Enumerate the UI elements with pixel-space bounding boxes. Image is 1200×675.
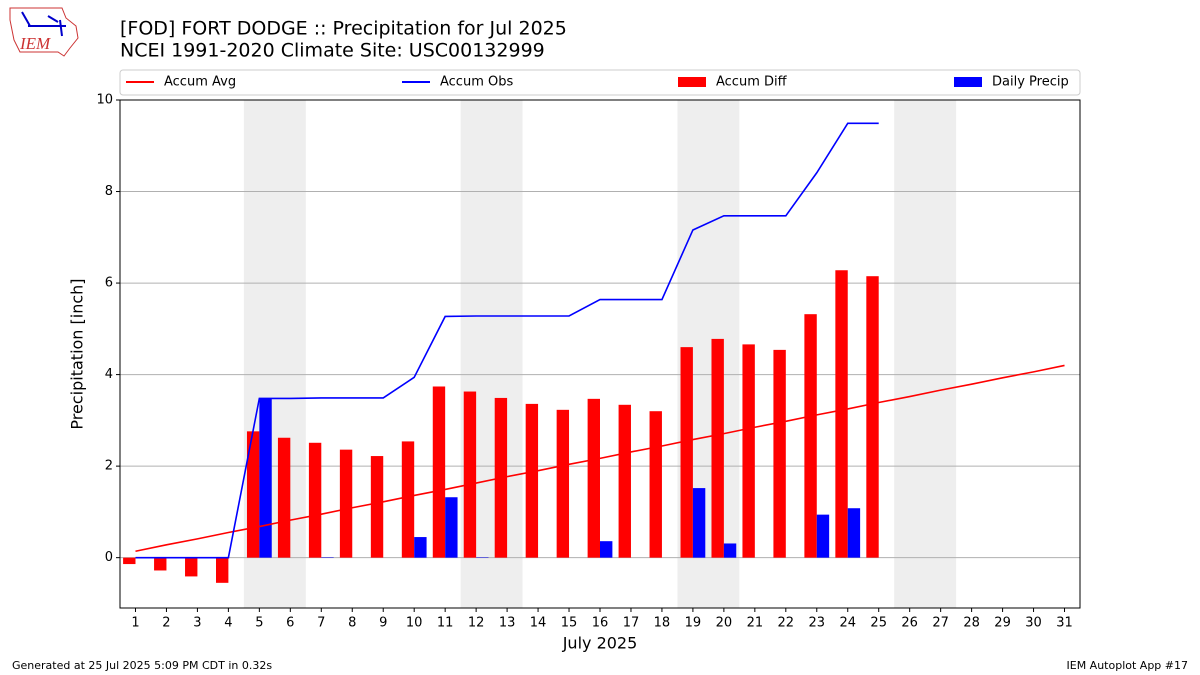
y-tick-label: 0 (105, 550, 113, 565)
bar (432, 386, 446, 558)
bar (308, 442, 322, 558)
x-tick-label: 12 (468, 616, 485, 631)
x-tick-label: 17 (623, 616, 640, 631)
bar (835, 270, 848, 558)
bar (259, 398, 272, 558)
x-tick-label: 4 (224, 616, 232, 631)
x-axis-label: July 2025 (562, 634, 638, 653)
bar (600, 541, 613, 558)
x-tick-label: 1 (131, 616, 139, 631)
x-tick-label: 31 (1056, 616, 1073, 631)
legend-label: Accum Diff (716, 75, 788, 90)
bar (649, 411, 662, 558)
bar (556, 409, 570, 558)
bar (692, 488, 706, 558)
bar (277, 437, 291, 558)
bar (525, 403, 539, 558)
x-tick-label: 26 (901, 616, 918, 631)
x-tick-label: 15 (561, 616, 578, 631)
chart-subtitle: NCEI 1991-2020 Climate Site: USC00132999 (120, 40, 545, 62)
bar (618, 404, 631, 558)
bar (401, 441, 415, 558)
x-tick-label: 16 (592, 616, 609, 631)
bar (742, 344, 755, 558)
x-tick-label: 29 (994, 616, 1011, 631)
x-tick-label: 2 (162, 616, 170, 631)
bar (185, 557, 198, 577)
bar (587, 398, 600, 558)
x-tick-label: 8 (348, 616, 356, 631)
x-tick-label: 30 (1025, 616, 1042, 631)
bar (414, 537, 427, 558)
bar (804, 314, 817, 558)
chart-title: [FOD] FORT DODGE :: Precipitation for Ju… (120, 18, 567, 40)
x-tick-label: 9 (379, 616, 387, 631)
y-tick-label: 6 (105, 276, 113, 291)
bar (123, 557, 136, 565)
footer-left: Generated at 25 Jul 2025 5:09 PM CDT in … (12, 659, 272, 672)
x-tick-label: 11 (437, 616, 454, 631)
bar (866, 276, 879, 558)
bar (723, 543, 737, 558)
x-tick-label: 20 (716, 616, 733, 631)
x-tick-label: 24 (839, 616, 856, 631)
x-tick-label: 28 (963, 616, 980, 631)
x-tick-label: 19 (685, 616, 702, 631)
bar (773, 349, 786, 558)
y-tick-label: 2 (105, 459, 113, 474)
line (135, 122, 879, 559)
y-tick-label: 10 (96, 93, 113, 108)
bar (445, 497, 458, 558)
x-tick-label: 22 (778, 616, 795, 631)
line (135, 364, 1065, 553)
bar (680, 347, 693, 558)
logo-text: IEM (19, 34, 51, 53)
legend-swatch (954, 77, 982, 87)
y-axis-label: Precipitation [inch] (68, 278, 87, 429)
bar (216, 557, 229, 583)
x-tick-label: 7 (317, 616, 325, 631)
x-tick-label: 10 (406, 616, 423, 631)
bar (246, 431, 260, 558)
legend-label: Daily Precip (992, 75, 1069, 90)
x-tick-label: 21 (747, 616, 764, 631)
y-tick-label: 8 (105, 184, 113, 199)
legend-label: Accum Obs (440, 75, 513, 90)
x-tick-label: 27 (932, 616, 949, 631)
bar (154, 557, 167, 571)
bar (847, 508, 861, 558)
x-tick-label: 14 (530, 616, 547, 631)
x-tick-label: 23 (809, 616, 826, 631)
x-tick-label: 18 (654, 616, 671, 631)
x-tick-label: 6 (286, 616, 294, 631)
legend-label: Accum Avg (164, 75, 236, 90)
x-tick-label: 25 (870, 616, 887, 631)
logo-symbol (21, 11, 66, 37)
bar (339, 449, 353, 558)
y-tick-label: 4 (105, 367, 113, 382)
x-tick-label: 13 (499, 616, 516, 631)
x-tick-label: 3 (193, 616, 201, 631)
legend-box (119, 69, 1081, 96)
bar (711, 338, 724, 558)
logo-outline (9, 7, 79, 57)
plot-frame (119, 99, 1081, 609)
weekend-shade (894, 100, 957, 608)
footer-right: IEM Autoplot App #17 (1067, 659, 1189, 672)
legend-swatch (678, 77, 706, 87)
bar (816, 514, 830, 558)
bar (463, 391, 477, 558)
bar (370, 456, 384, 558)
x-tick-label: 5 (255, 616, 263, 631)
logo: IEM (9, 7, 79, 57)
